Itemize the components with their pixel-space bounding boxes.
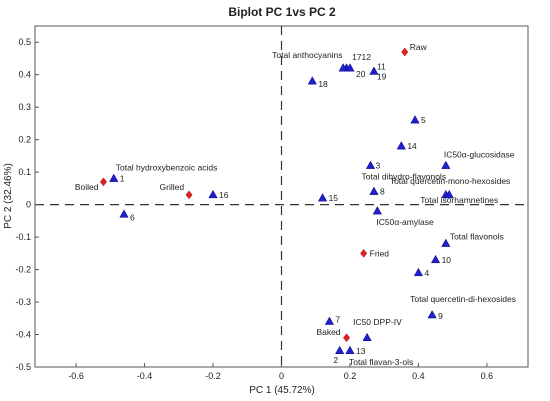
variable-triangle-marker <box>372 206 382 215</box>
y-tick-label: -0.4 <box>15 330 31 340</box>
point-label: IC50α-glucosidase <box>444 150 515 160</box>
variable-triangle-marker <box>430 254 441 264</box>
sample-diamond-marker <box>343 333 351 343</box>
axes-layer: -0.6 -0.4 -0.2 0 0.2 0.4 0.6 -0.5 -0.4 -0.3 -0.2 -0… <box>15 26 528 381</box>
x-tick-label: -0.4 <box>137 371 153 381</box>
y-tick-label: 0 <box>26 200 31 210</box>
point-label: 18 <box>318 79 328 89</box>
point-label: 13 <box>356 346 366 356</box>
variable-triangle-marker <box>369 66 379 75</box>
point-label: 6 <box>130 212 135 222</box>
sample-diamond-marker <box>100 177 107 187</box>
point-label: 3 <box>376 161 381 171</box>
variable-triangle-marker <box>441 238 451 247</box>
variable-triangle-marker <box>119 209 129 218</box>
point-label: 5 <box>421 115 426 125</box>
x-tick-label: 0.6 <box>481 371 494 381</box>
point-label: 9 <box>438 311 443 321</box>
point-label: 12 <box>362 52 372 62</box>
x-axis-label: PC 1 (45.72%) <box>249 385 315 396</box>
variable-triangle-marker <box>413 267 424 277</box>
variable-triangle-marker <box>369 186 379 195</box>
variable-triangle-marker <box>317 193 328 202</box>
point-label: Total quercetin-di-hexosides <box>410 294 516 304</box>
variable-triangle-marker <box>365 160 376 169</box>
y-tick-label: -0.2 <box>15 265 31 275</box>
point-label: Raw <box>410 42 428 52</box>
variable-triangle-marker <box>396 141 406 150</box>
point-label: Total flavan-3-ols <box>349 357 413 367</box>
y-tick-label: -0.1 <box>15 232 31 242</box>
variable-triangle-marker <box>338 63 348 72</box>
x-tick-label: 0 <box>279 371 284 381</box>
point-label: Total flavonols <box>450 232 504 242</box>
point-label: Total anthocyanins <box>272 50 342 60</box>
point-label: Baked <box>316 327 340 337</box>
y-tick-label: 0.2 <box>18 135 31 145</box>
point-label: Total hydroxybenzoic acids <box>116 163 218 173</box>
point-label: 16 <box>219 190 229 200</box>
y-tick-label: 0.4 <box>18 70 31 80</box>
variable-triangle-marker <box>335 345 345 355</box>
variable-triangle-marker <box>427 310 437 319</box>
point-label: Grilled <box>160 182 185 192</box>
variable-triangle-marker <box>410 115 420 124</box>
variable-triangle-marker <box>362 332 372 342</box>
sample-diamond-marker <box>360 249 368 258</box>
point-label: 11 <box>377 61 386 71</box>
variable-triangle-marker <box>441 160 451 169</box>
chart-title: Biplot PC 1vs PC 2 <box>228 5 336 19</box>
variable-triangle-marker <box>324 316 335 325</box>
x-tick-label: -0.2 <box>205 371 221 381</box>
x-tick-label: 0.4 <box>412 371 425 381</box>
point-label: Total dihydro-flavonols <box>362 172 447 182</box>
x-tick-label: 0.2 <box>344 371 357 381</box>
variable-triangle-marker <box>307 76 317 85</box>
point-label: 1 <box>120 174 125 184</box>
variable-triangle-marker <box>444 189 454 199</box>
point-label: 2 <box>333 355 338 365</box>
point-label: 17 <box>352 52 362 62</box>
y-axis-label: PC 2 (32.46%) <box>3 163 14 229</box>
sample-diamond-marker <box>185 190 193 200</box>
point-label: 19 <box>377 71 387 81</box>
point-label: 7 <box>335 315 340 325</box>
point-label: 15 <box>329 193 339 203</box>
variable-triangle-marker <box>345 345 355 355</box>
sample-diamond-marker <box>401 47 409 57</box>
point-label: 14 <box>407 141 417 151</box>
point-label: Boiled <box>75 182 99 192</box>
point-label: IC50 DPP-IV <box>353 317 402 327</box>
point-label: Fried <box>370 248 390 258</box>
point-label: Total isorhamnetines <box>420 195 498 205</box>
x-tick-label: -0.6 <box>68 371 84 381</box>
y-tick-label: 0.1 <box>18 167 31 177</box>
y-tick-label: -0.5 <box>15 362 31 372</box>
point-label: 8 <box>380 187 385 197</box>
point-label: 4 <box>424 268 429 278</box>
point-label: IC50α-amylase <box>376 217 434 227</box>
y-tick-label: 0.5 <box>18 37 31 47</box>
point-label: 10 <box>442 255 452 265</box>
points-layer <box>100 47 454 355</box>
y-tick-label: -0.3 <box>15 297 31 307</box>
variable-triangle-marker <box>345 63 355 72</box>
y-tick-label: 0.3 <box>18 102 31 112</box>
point-label: 20 <box>356 69 366 79</box>
point-label: Total quercetin-mono-hexosides <box>390 176 510 186</box>
variable-triangle-marker <box>208 189 218 199</box>
variable-triangle-marker <box>109 173 119 182</box>
